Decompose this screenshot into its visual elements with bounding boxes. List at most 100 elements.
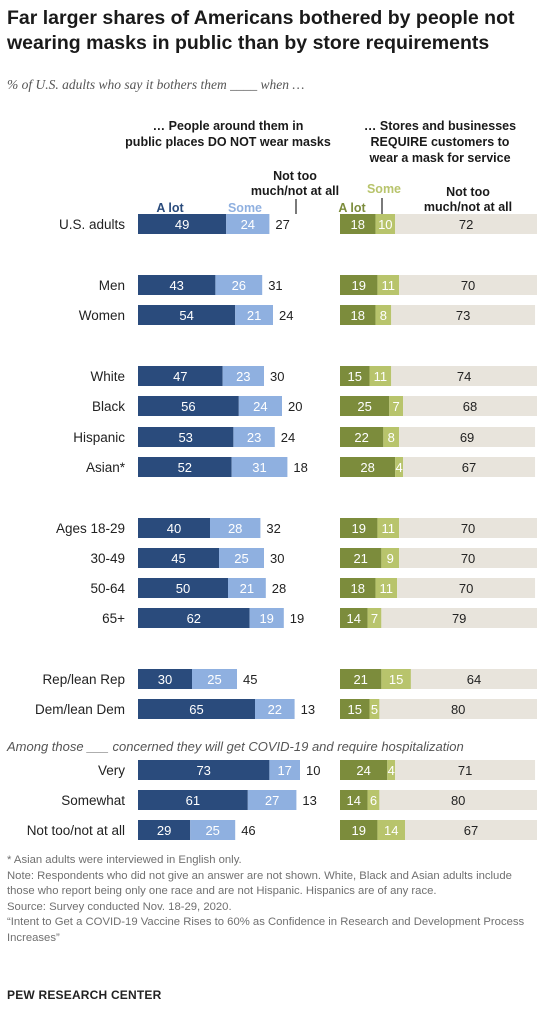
notes-block: * Asian adults were interviewed in Engli… (7, 853, 542, 947)
bar-left-some (210, 518, 261, 538)
row-label: U.S. adults (59, 217, 125, 232)
bar-right-notoo (379, 699, 537, 719)
right-panel-header-line: … Stores and businesses (364, 119, 516, 133)
bar-right-some (381, 669, 411, 689)
bar-right-alot (340, 699, 370, 719)
row-label: Hispanic (73, 430, 125, 445)
bar-left-some (231, 457, 288, 477)
bar-right-alot (340, 457, 396, 477)
right-legend-notoo: much/not at all (424, 200, 512, 214)
value-label-left-alot: 49 (175, 217, 189, 232)
right-legend-alot: A lot (338, 201, 366, 215)
report-title: “Intent to Get a COVID-19 Vaccine Rises … (7, 916, 525, 944)
bar-right-alot (340, 760, 388, 780)
bar-left-alot (138, 578, 228, 598)
value-label-left-notoo: 46 (241, 823, 255, 838)
value-label-right-some: 9 (387, 551, 394, 566)
bar-right-notoo (405, 820, 537, 840)
row-label: 50-64 (90, 581, 125, 596)
value-label-left-notoo: 18 (293, 460, 307, 475)
value-label-right-notoo: 70 (461, 521, 475, 536)
value-label-right-notoo: 67 (464, 823, 478, 838)
row-label: Rep/lean Rep (42, 672, 125, 687)
bar-left-some (192, 669, 237, 689)
value-label-right-alot: 18 (350, 581, 364, 596)
value-label-right-notoo: 71 (458, 763, 472, 778)
bar-right-notoo (381, 608, 537, 628)
bar-right-notoo (379, 790, 537, 810)
bar-right-some (377, 820, 406, 840)
bar-left-some (226, 214, 270, 234)
bar-left-some (269, 760, 300, 780)
bar-left-alot (138, 457, 232, 477)
value-label-right-some: 15 (389, 672, 403, 687)
bar-left-alot (138, 427, 234, 447)
row-label: Somewhat (61, 793, 125, 808)
left-legend-notoo: Not too (273, 169, 317, 183)
row-label: Black (92, 399, 125, 414)
bar-right-some (395, 457, 404, 477)
value-label-left-notoo: 28 (272, 581, 286, 596)
right-panel-header-line: REQUIRE customers to (371, 135, 510, 149)
bar-left-alot (138, 608, 250, 628)
value-label-left-some: 28 (228, 521, 242, 536)
bar-left-alot (138, 820, 191, 840)
row-label: 65+ (102, 611, 125, 626)
value-label-left-some: 23 (247, 430, 261, 445)
bar-right-notoo (403, 396, 537, 416)
value-label-right-notoo: 69 (460, 430, 474, 445)
bar-right-alot (340, 366, 370, 386)
value-label-right-alot: 14 (347, 793, 361, 808)
value-label-left-alot: 62 (187, 611, 201, 626)
value-label-left-alot: 47 (173, 369, 187, 384)
bar-right-notoo (391, 366, 537, 386)
value-label-left-alot: 56 (181, 399, 195, 414)
bar-right-alot (340, 214, 376, 234)
bar-right-alot (340, 427, 384, 447)
value-label-right-alot: 28 (360, 460, 374, 475)
row-label: Asian* (86, 460, 126, 475)
row-label: White (90, 369, 125, 384)
value-label-right-some: 5 (371, 702, 378, 717)
value-label-left-some: 23 (236, 369, 250, 384)
value-label-left-notoo: 19 (290, 611, 304, 626)
bar-left-alot (138, 548, 219, 568)
value-label-right-some: 11 (382, 521, 396, 536)
value-label-left-some: 19 (259, 611, 273, 626)
row-label: Very (98, 763, 125, 778)
bar-left-some (238, 396, 282, 416)
value-label-left-alot: 65 (189, 702, 203, 717)
bar-right-alot (340, 518, 378, 538)
bar-left-some (255, 699, 295, 719)
value-label-left-some: 24 (241, 217, 255, 232)
value-label-left-alot: 73 (196, 763, 210, 778)
value-label-right-some: 14 (384, 823, 398, 838)
value-label-right-alot: 21 (353, 672, 367, 687)
value-label-right-notoo: 68 (463, 399, 477, 414)
right-legend-notoo: Not too (446, 185, 490, 199)
left-legend-alot: A lot (156, 201, 184, 215)
value-label-right-alot: 18 (350, 217, 364, 232)
bar-right-notoo (403, 457, 536, 477)
right-panel-header-line: wear a mask for service (368, 151, 510, 165)
bar-right-alot (340, 396, 390, 416)
value-label-right-some: 10 (378, 217, 392, 232)
value-label-left-notoo: 24 (279, 308, 293, 323)
bar-right-some (375, 305, 392, 325)
value-label-left-notoo: 20 (288, 399, 302, 414)
bar-left-some (228, 578, 266, 598)
value-label-right-notoo: 70 (459, 581, 473, 596)
value-label-right-some: 8 (388, 430, 395, 445)
value-label-right-alot: 18 (350, 308, 364, 323)
chart-subtitle: % of U.S. adults who say it bothers them… (7, 77, 305, 92)
value-label-right-some: 7 (393, 399, 400, 414)
value-label-left-notoo: 45 (243, 672, 257, 687)
bar-left-alot (138, 669, 192, 689)
value-label-left-some: 25 (207, 672, 221, 687)
bar-left-alot (138, 305, 236, 325)
bar-right-some (367, 790, 380, 810)
bar-left-alot (138, 366, 223, 386)
bar-left-some (233, 427, 275, 447)
bar-right-notoo (399, 275, 537, 295)
bar-right-alot (340, 275, 378, 295)
